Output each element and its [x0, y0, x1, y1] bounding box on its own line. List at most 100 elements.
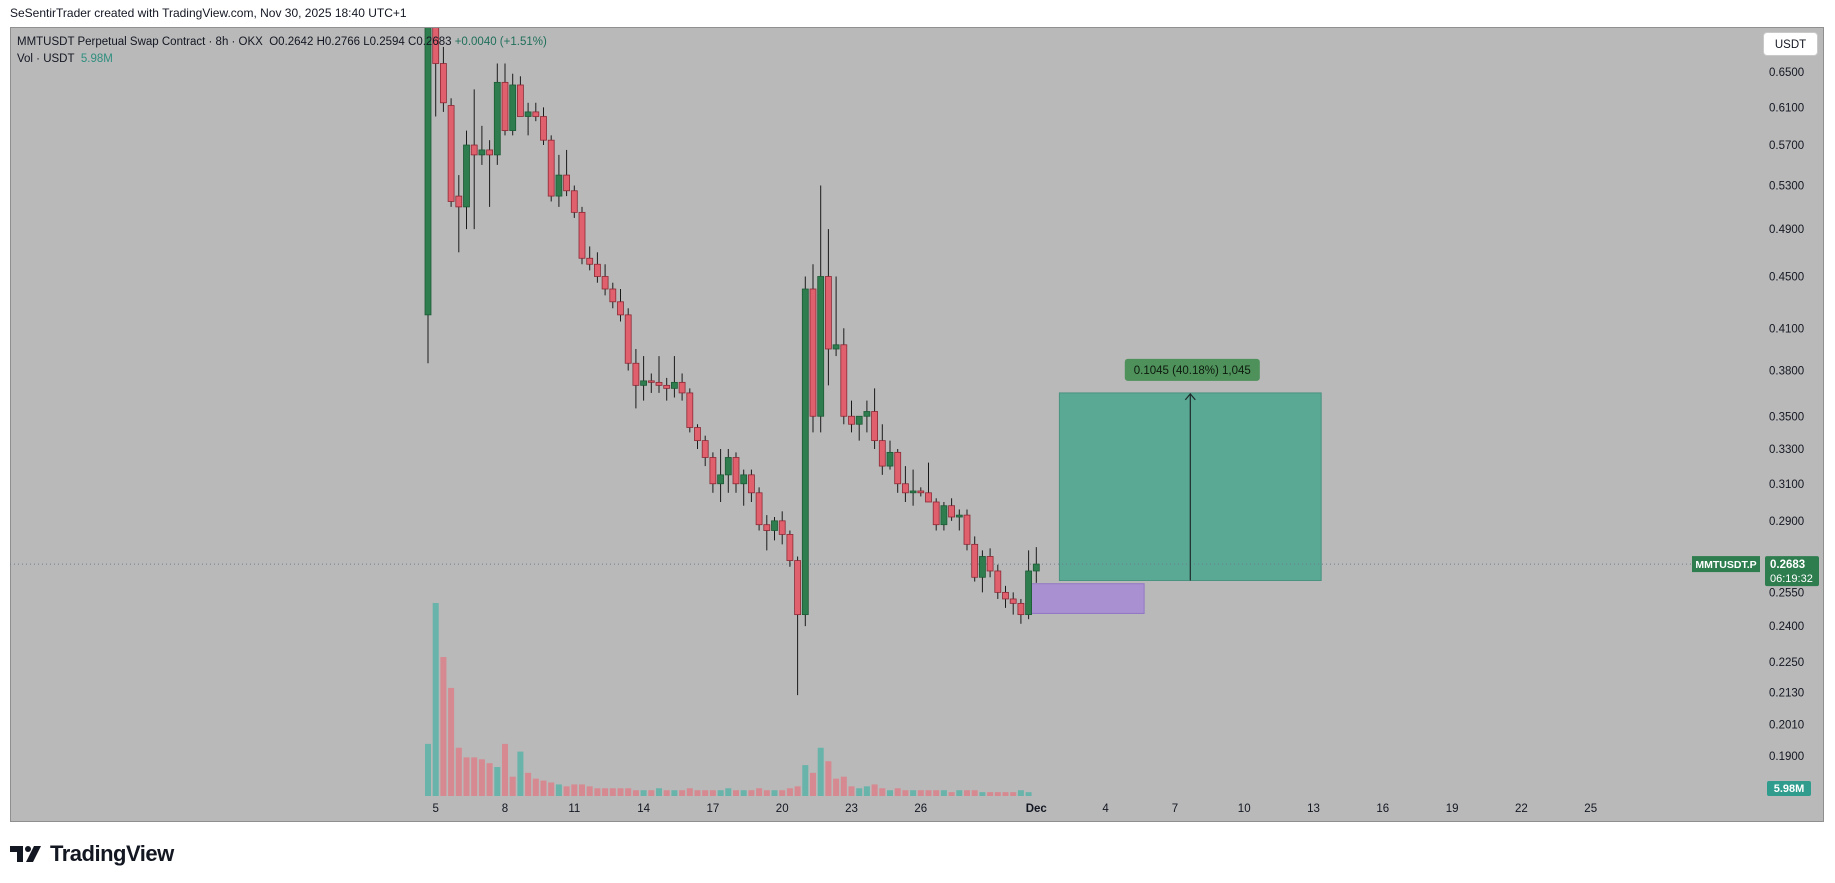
candle-body — [609, 288, 617, 303]
candle-body — [832, 344, 840, 350]
volume-value: 5.98M — [80, 53, 113, 65]
candle-body — [647, 380, 655, 383]
time-tick-label: 13 — [1307, 803, 1320, 815]
volume-bar — [1017, 790, 1024, 796]
price-axis: 0.6500 0.6100 0.5700 0.5300 0.4900 0.4500 0.41… — [1769, 67, 1804, 763]
price-tick-label: 0.2130 — [1769, 687, 1804, 699]
volume-bar — [825, 761, 832, 796]
volume-bar — [740, 790, 747, 796]
ohlc-change: +0.0040 (+1.51%) — [454, 36, 547, 48]
volume-bar — [948, 792, 955, 796]
chart-frame[interactable] — [10, 27, 1824, 822]
candle-body — [694, 427, 701, 442]
candle-body — [439, 63, 447, 104]
time-tick-label: 4 — [1102, 803, 1109, 815]
volume-bar — [1002, 792, 1009, 796]
ohlc-low: L0.2594 — [363, 36, 405, 48]
price-tick-label: 0.2550 — [1769, 587, 1804, 599]
volume-bar — [432, 603, 439, 796]
time-tick-label: 8 — [502, 803, 508, 815]
time-tick-label: 11 — [568, 803, 580, 815]
volume-bar — [709, 790, 716, 796]
symbol-tag: MMTUSDT.P — [1695, 559, 1756, 571]
candle-body — [586, 257, 594, 265]
candle-body — [979, 556, 986, 578]
candle-body — [963, 514, 971, 545]
tradingview-logo[interactable]: TradingView — [10, 841, 174, 867]
volume-bar — [917, 790, 924, 796]
volume-bar — [756, 788, 763, 796]
volume-bar — [494, 767, 501, 796]
candle-body — [986, 556, 994, 572]
candle-body — [948, 505, 955, 518]
price-tick-label: 0.3500 — [1769, 411, 1804, 423]
candle-body — [555, 174, 563, 197]
volume-bar — [763, 790, 770, 796]
currency-button[interactable]: USDT — [1763, 32, 1818, 56]
volume-bar — [517, 751, 524, 796]
countdown-tag: 06:19:32 — [1770, 573, 1813, 585]
candle-body — [524, 111, 532, 117]
volume-bar — [933, 790, 940, 796]
candle-body — [1009, 598, 1017, 604]
volume-bar — [964, 790, 970, 796]
candle-body — [955, 514, 963, 518]
candle-body — [855, 415, 863, 425]
candle-body — [763, 524, 771, 531]
volume-bar — [871, 784, 878, 796]
volume-bar — [925, 790, 932, 796]
tradingview-logo-icon — [10, 846, 41, 862]
price-tick-label: 0.2900 — [1769, 516, 1804, 528]
candle-body — [501, 81, 509, 131]
volume-bar — [640, 790, 647, 796]
time-tick-label: 19 — [1446, 803, 1459, 815]
candle-body — [917, 490, 925, 494]
volume-bar — [548, 782, 555, 796]
last-price-tag-bg — [1765, 556, 1819, 587]
candle-body — [478, 149, 486, 156]
candle-body — [578, 211, 586, 259]
symbol-legend: MMTUSDT Perpetual Swap Contract · 8h · O… — [17, 36, 547, 48]
candle-body — [493, 81, 501, 156]
volume-bar — [425, 743, 431, 796]
volume-bar — [448, 687, 455, 796]
volume-bar — [733, 790, 739, 796]
volume-bar — [586, 786, 593, 796]
candle-body — [655, 381, 663, 386]
volume-bar — [625, 788, 632, 796]
price-tick-label: 0.6100 — [1769, 102, 1804, 114]
volume-bar — [748, 790, 755, 796]
price-tick-label: 0.4500 — [1769, 271, 1804, 283]
volume-bar — [594, 788, 601, 796]
volume-bar — [987, 792, 994, 796]
candles — [424, 28, 1040, 696]
candle-body — [701, 440, 709, 458]
candle-body — [486, 149, 494, 156]
price-tick-label: 0.4900 — [1769, 224, 1804, 236]
volume-bar — [971, 790, 978, 796]
candle-body — [724, 457, 732, 476]
candle-body — [932, 501, 940, 526]
candle-body — [455, 195, 463, 208]
price-tick-label: 0.3300 — [1769, 444, 1804, 456]
candle-body — [740, 474, 748, 485]
candle-body — [624, 314, 632, 364]
candle-body — [994, 570, 1002, 593]
volume-bar — [525, 772, 532, 796]
candle-body — [663, 384, 671, 389]
symbol-line: MMTUSDT Perpetual Swap Contract · 8h · O… — [17, 36, 263, 48]
volume-bar — [956, 790, 963, 796]
candle-body — [532, 111, 540, 117]
price-tick-label: 0.2010 — [1769, 720, 1804, 732]
candle-body — [755, 492, 763, 526]
candle-body — [601, 276, 609, 290]
tradingview-wordmark: TradingView — [50, 841, 174, 866]
candle-body — [809, 288, 817, 417]
time-tick-label: 25 — [1584, 803, 1597, 815]
volume-bar — [440, 657, 447, 796]
volume-bar — [540, 780, 547, 796]
volume-bar — [571, 784, 578, 796]
candle-body — [886, 451, 894, 467]
volume-bar — [509, 776, 516, 796]
